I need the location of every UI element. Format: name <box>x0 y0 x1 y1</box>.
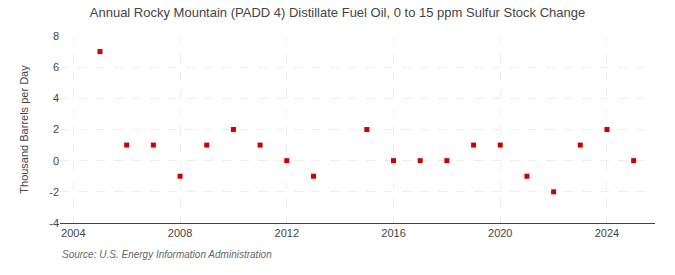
svg-text:2024: 2024 <box>595 227 619 239</box>
svg-text:2008: 2008 <box>168 227 192 239</box>
svg-text:4: 4 <box>53 92 59 104</box>
svg-text:Annual Rocky Mountain (PADD 4): Annual Rocky Mountain (PADD 4) Distillat… <box>90 5 585 20</box>
svg-text:6: 6 <box>53 61 59 73</box>
svg-text:2: 2 <box>53 123 59 135</box>
svg-text:-2: -2 <box>49 186 59 198</box>
svg-text:2020: 2020 <box>488 227 512 239</box>
svg-text:0: 0 <box>53 155 59 167</box>
svg-text:-4: -4 <box>49 217 59 229</box>
svg-text:Thousand Barrels per Day: Thousand Barrels per Day <box>18 65 30 194</box>
svg-text:2012: 2012 <box>275 227 299 239</box>
svg-text:8: 8 <box>53 30 59 42</box>
svg-text:2004: 2004 <box>61 227 85 239</box>
svg-text:Source: U.S. Energy Informatio: Source: U.S. Energy Information Administ… <box>62 249 272 260</box>
svg-text:2016: 2016 <box>381 227 405 239</box>
